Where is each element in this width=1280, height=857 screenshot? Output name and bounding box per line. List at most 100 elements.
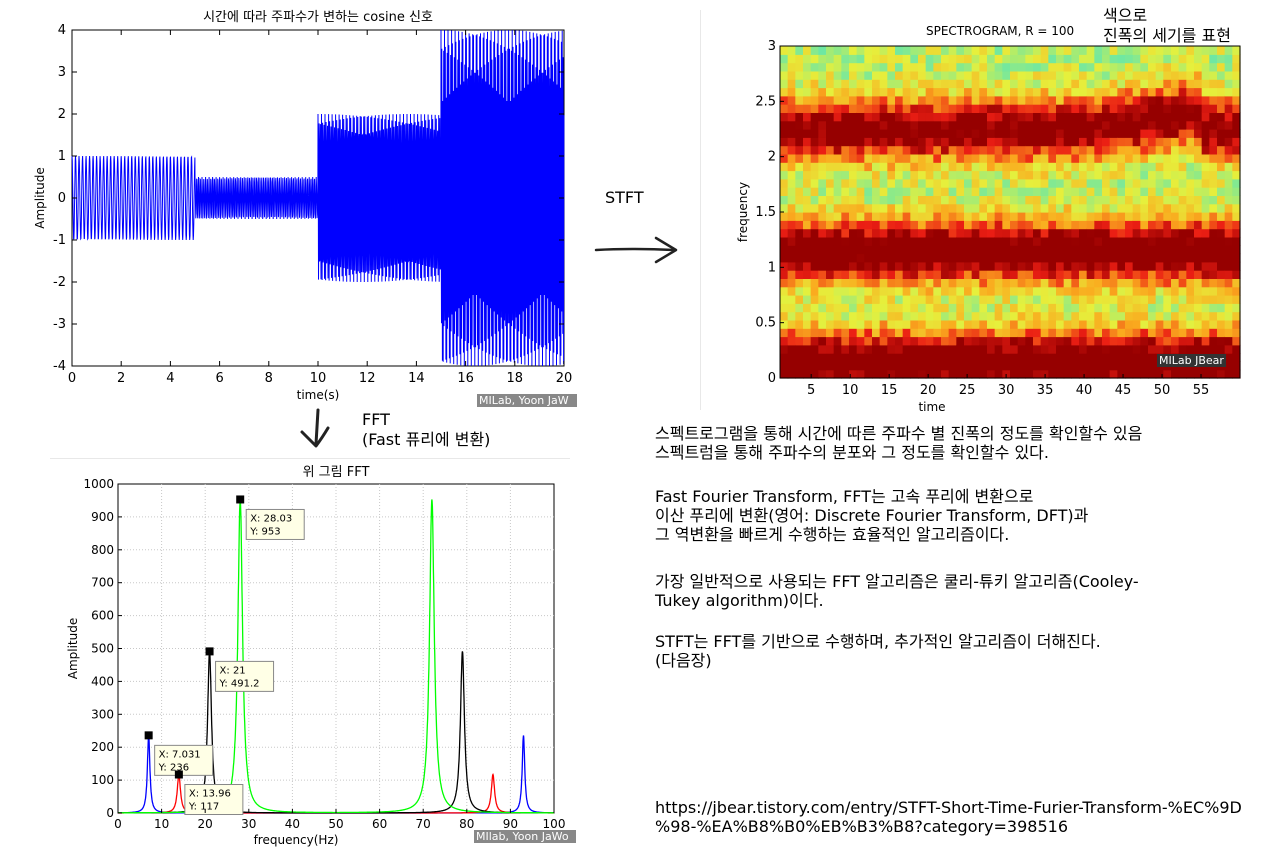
spectrogram-cell bbox=[1117, 369, 1126, 379]
spectrogram-cell bbox=[1056, 236, 1065, 246]
spectrogram-cell bbox=[1155, 295, 1164, 304]
spectrogram-cell bbox=[1186, 62, 1195, 72]
spectrogram-cell bbox=[1010, 62, 1019, 72]
spectrogram-cell bbox=[1048, 261, 1057, 271]
spectrogram-cell bbox=[887, 95, 896, 105]
spectrogram-cell bbox=[964, 245, 973, 255]
spectrogram-cell bbox=[780, 228, 789, 238]
spectrogram-cell bbox=[1079, 46, 1088, 55]
spectrogram-cell bbox=[856, 278, 865, 288]
spectrogram-cell bbox=[1094, 70, 1103, 80]
spectrogram-cell bbox=[841, 170, 850, 180]
spectrogram-cell bbox=[803, 253, 812, 263]
spectrogram-cell bbox=[1063, 187, 1072, 196]
spectrogram-cell bbox=[879, 369, 888, 379]
spectrogram-cell bbox=[987, 303, 996, 313]
spectrogram-cell bbox=[872, 153, 881, 163]
spectrogram-cell bbox=[887, 112, 896, 122]
spectrogram-cell bbox=[795, 319, 804, 329]
spectrogram-cell bbox=[803, 303, 812, 313]
spectrogram-cell bbox=[818, 137, 827, 147]
spectrogram-cell bbox=[964, 270, 973, 279]
spectrogram-cell bbox=[987, 311, 996, 321]
spectrogram-cell bbox=[810, 187, 819, 196]
spectrogram-cell bbox=[826, 79, 835, 89]
spectrogram-cell bbox=[887, 153, 896, 163]
spectrogram-cell bbox=[864, 112, 873, 122]
spectrogram-cell bbox=[1186, 311, 1195, 321]
spectrogram-cell bbox=[964, 311, 973, 321]
spectrogram-cell bbox=[1117, 328, 1126, 338]
spectrogram-cell bbox=[1048, 46, 1057, 55]
spectrogram-cell bbox=[1071, 303, 1080, 313]
spectrogram-cell bbox=[902, 145, 911, 155]
spectrogram-cell bbox=[948, 137, 957, 147]
spectrogram-cell bbox=[1140, 195, 1149, 205]
spectrogram-cell bbox=[956, 245, 965, 255]
spectrogram-cell bbox=[1048, 79, 1057, 89]
spectrogram-cell bbox=[833, 228, 842, 238]
spectrogram-cell bbox=[833, 278, 842, 288]
spectrogram-cell bbox=[780, 253, 789, 263]
spectrogram-cell bbox=[1171, 303, 1180, 313]
spectrogram-cell bbox=[1163, 137, 1172, 147]
spectrogram-cell bbox=[856, 261, 865, 271]
spectrogram-cell bbox=[1063, 112, 1072, 122]
spectrogram-cell bbox=[1079, 95, 1088, 105]
spectrogram-cell bbox=[987, 79, 996, 89]
spectrogram-cell bbox=[902, 137, 911, 147]
spectrogram-cell bbox=[987, 286, 996, 296]
spectrogram-cell bbox=[918, 170, 927, 180]
spectrogram-cell bbox=[1194, 62, 1203, 72]
spectrogram-cell bbox=[979, 278, 988, 288]
spectrogram-cell bbox=[1132, 278, 1141, 288]
spectrogram-cell bbox=[1132, 79, 1141, 89]
fft-datatip-box bbox=[154, 744, 214, 776]
spectrogram-cell bbox=[1148, 319, 1157, 329]
spectrogram-cell bbox=[872, 286, 881, 296]
spectrogram-cell bbox=[787, 170, 796, 180]
spectrogram-cell bbox=[1217, 328, 1226, 338]
spectrogram-cell bbox=[1033, 145, 1042, 155]
spectrogram-cell bbox=[1140, 87, 1149, 97]
spectrogram-cell bbox=[1033, 353, 1042, 362]
spectrogram-cell bbox=[879, 336, 888, 346]
spectrogram-cell bbox=[787, 95, 796, 105]
spectrogram-cell bbox=[948, 328, 957, 338]
spectrogram-cell bbox=[1109, 203, 1118, 213]
spectrogram-cell bbox=[1117, 303, 1126, 313]
spectrogram-cell bbox=[1163, 319, 1172, 329]
spectrogram-cell bbox=[1117, 245, 1126, 255]
signal-y-tick-label: -3 bbox=[53, 317, 66, 332]
spectrogram-cell bbox=[910, 328, 919, 338]
spectrogram-cell bbox=[818, 361, 827, 371]
spectrogram-cell bbox=[887, 361, 896, 371]
spectrogram-cell bbox=[1201, 162, 1210, 172]
spectrogram-cell bbox=[1178, 70, 1187, 80]
spectrogram-cell bbox=[964, 295, 973, 304]
spectrogram-cell bbox=[872, 270, 881, 279]
spectrogram-cell bbox=[833, 361, 842, 371]
fft-x-tick-label: 90 bbox=[503, 817, 518, 831]
spectrogram-cell bbox=[994, 344, 1003, 354]
fft-datatip-x: X: 28.03 bbox=[250, 513, 292, 524]
spectrogram-cell bbox=[1056, 129, 1065, 138]
spectrogram-cell bbox=[1102, 220, 1111, 230]
spectrogram-cell bbox=[1071, 79, 1080, 89]
spectrogram-cell bbox=[1063, 278, 1072, 288]
spectrogram-cell bbox=[1002, 129, 1011, 138]
spectrogram-cell bbox=[933, 328, 942, 338]
spectrogram-cell bbox=[1148, 212, 1157, 221]
spectrogram-cell bbox=[1209, 137, 1218, 147]
spectrogram-cell bbox=[1186, 369, 1195, 379]
spectrogram-cell bbox=[787, 319, 796, 329]
spectrogram-cell bbox=[1186, 295, 1195, 304]
spectrogram-cell bbox=[895, 112, 904, 122]
spectrogram-cell bbox=[987, 253, 996, 263]
spectrogram-cell bbox=[826, 278, 835, 288]
spectrogram-cell bbox=[1209, 79, 1218, 89]
spectrogram-cell bbox=[1102, 303, 1111, 313]
spectrogram-cell bbox=[1086, 170, 1095, 180]
spectrogram-cell bbox=[1033, 236, 1042, 246]
spectrogram-cell bbox=[1178, 62, 1187, 72]
